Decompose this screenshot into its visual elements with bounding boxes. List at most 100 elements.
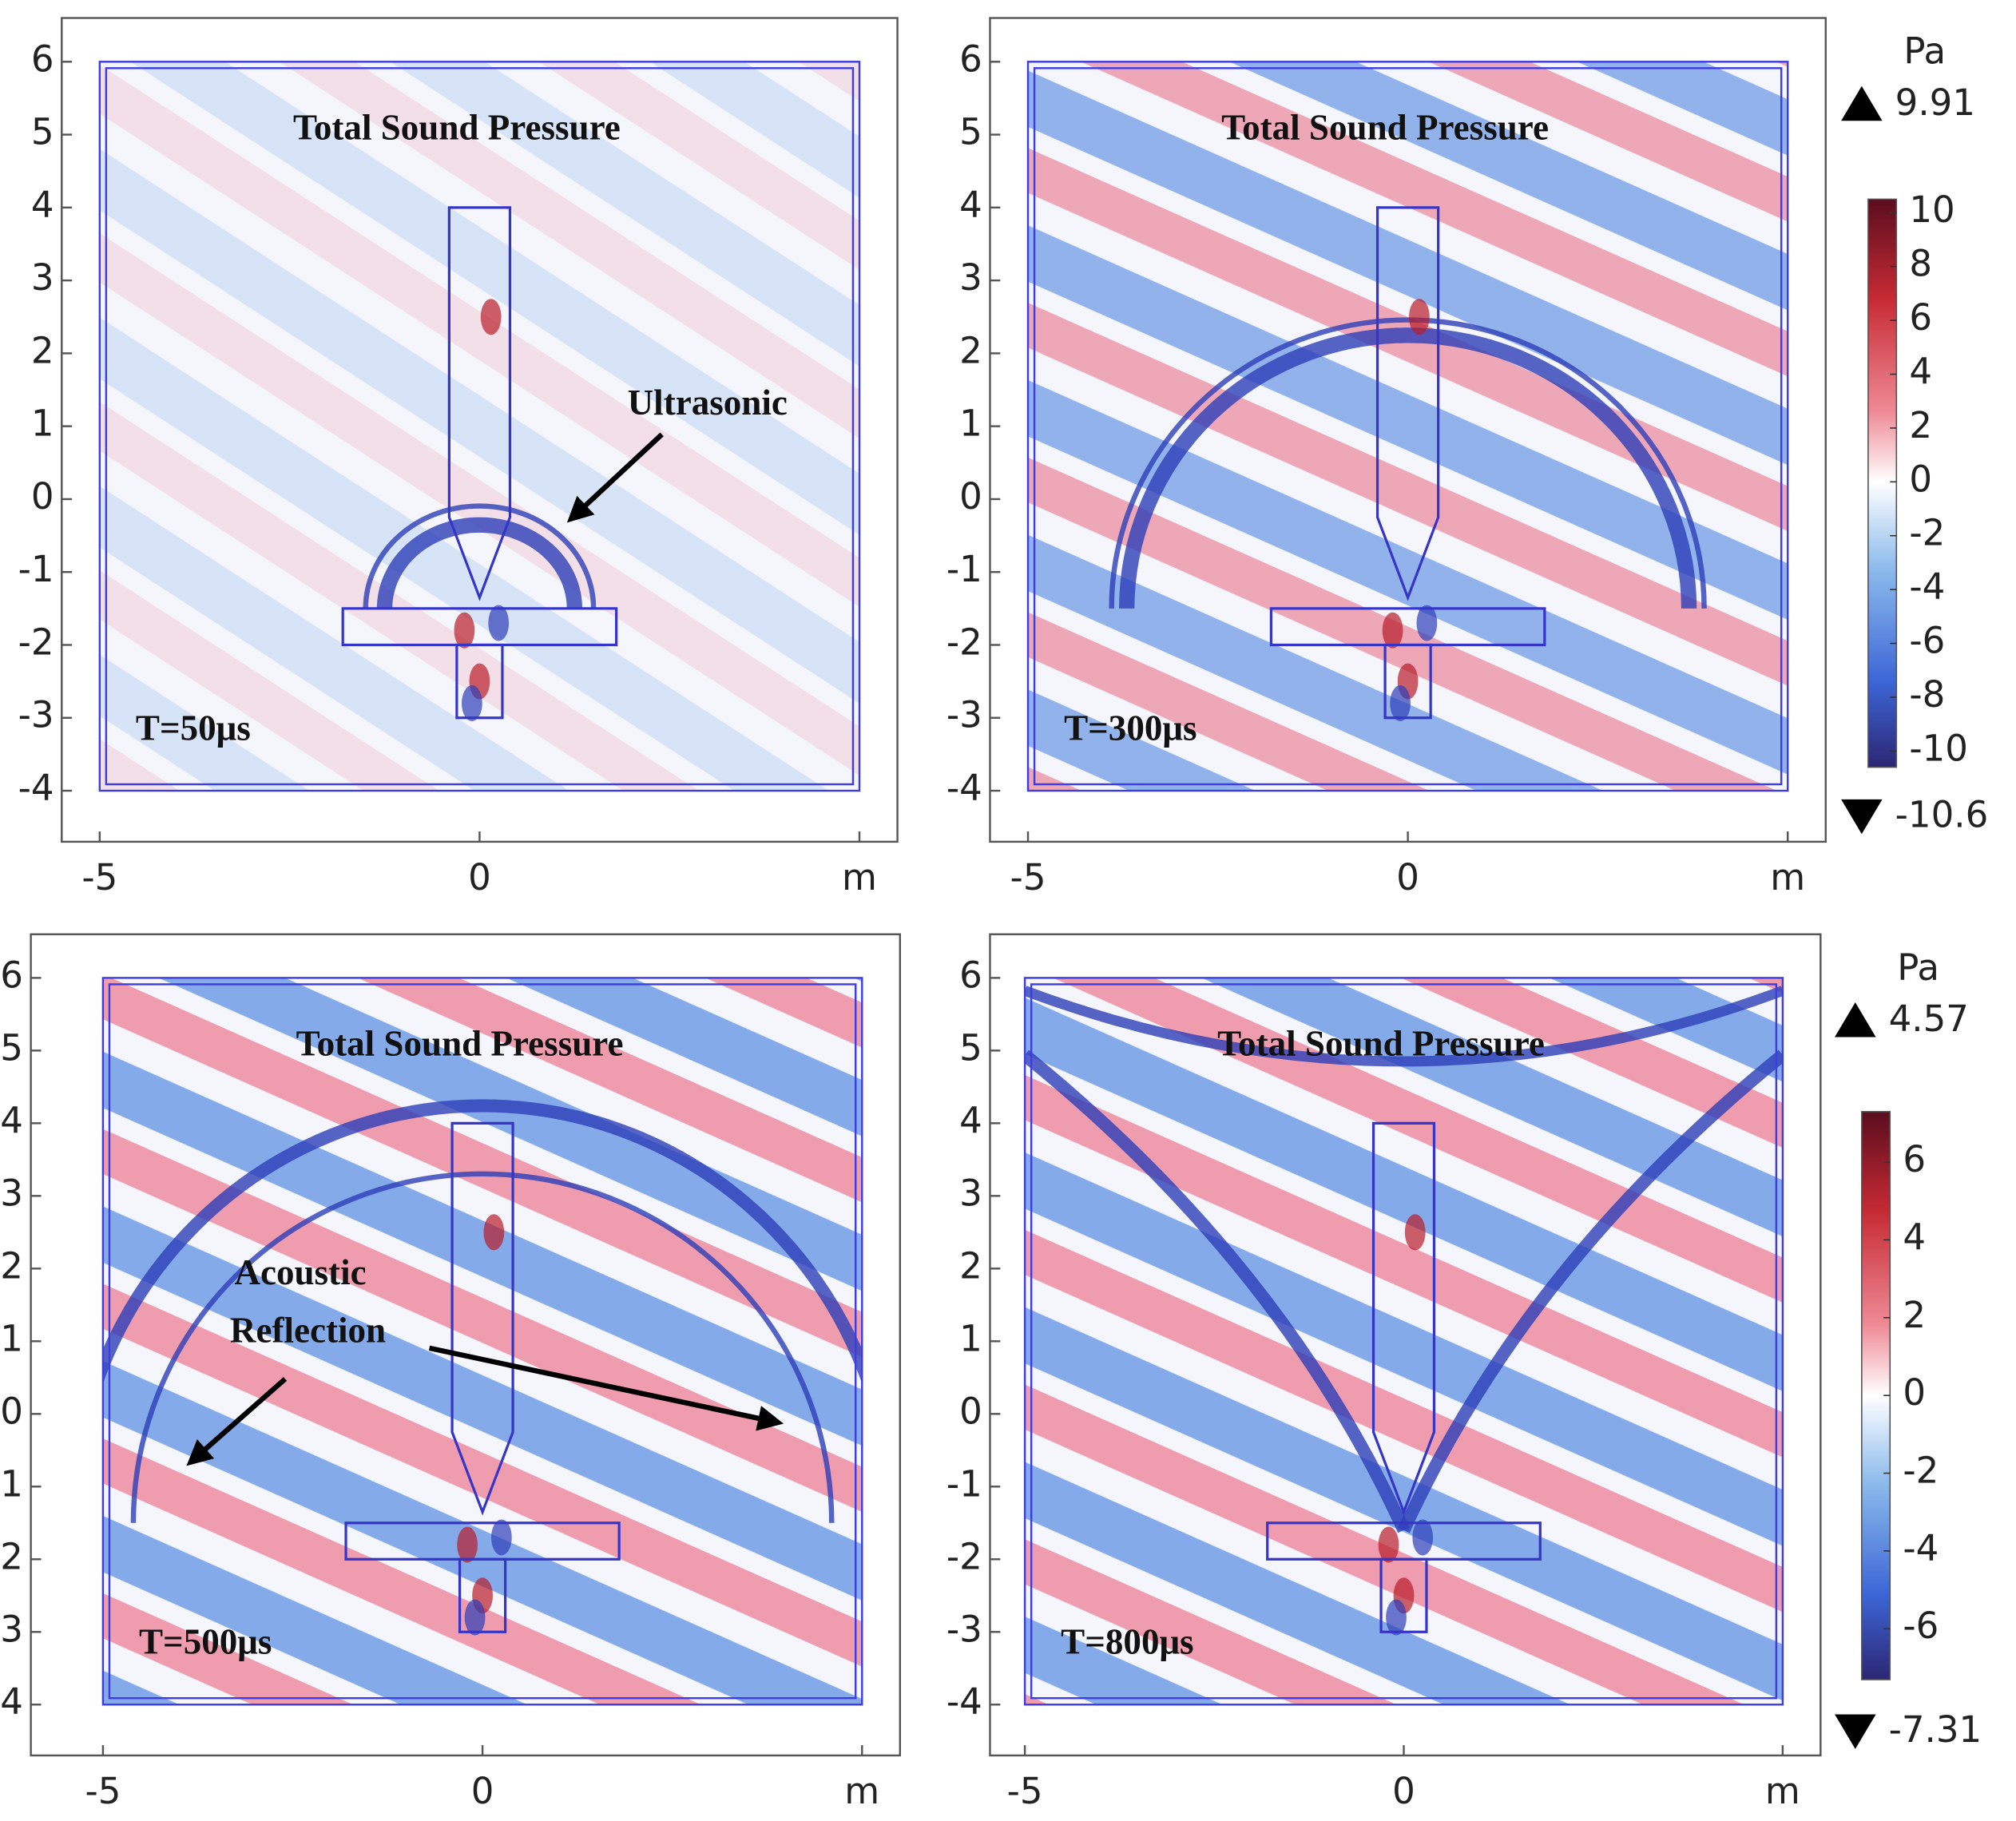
colorbar-tick-label: 2 (1903, 1294, 1926, 1336)
colorbar-max: 9.91 (1895, 81, 1975, 124)
annotation-arrow (566, 432, 664, 523)
colorbar-max: 4.57 (1889, 998, 1969, 1040)
x-tick-label: m (1770, 856, 1805, 899)
annotation-arrow (428, 1345, 784, 1431)
y-tick-label: -1 (946, 548, 982, 590)
pressure-field (102, 978, 863, 1705)
colorbar-tick-label: 10 (1909, 188, 1954, 231)
horn (450, 1121, 514, 1516)
domain-border (1026, 61, 1789, 792)
time-label: T=800μs (1061, 1622, 1193, 1662)
y-tick-label: 5 (0, 1026, 23, 1069)
pressure-field (1025, 978, 1783, 1705)
domain-border (105, 67, 855, 786)
colorbar-tick-label: 8 (1909, 243, 1932, 285)
colorbar-min: -7.31 (1889, 1708, 1982, 1751)
stem (458, 1557, 507, 1633)
colorbar-tick-label: -6 (1903, 1605, 1939, 1647)
y-tick-label: -3 (946, 694, 982, 736)
colorbar-tick-label: 2 (1909, 404, 1932, 446)
axes-frame (989, 933, 1822, 1757)
y-tick-label: 1 (959, 1317, 982, 1359)
y-tick-label: 3 (0, 1172, 23, 1214)
axes-frame (30, 933, 901, 1757)
y-tick-label: -2 (18, 621, 54, 663)
colorbar (1867, 198, 1898, 768)
y-tick-label: 6 (0, 954, 23, 996)
y-tick-label: 2 (0, 1244, 23, 1287)
y-tick-label: -1 (18, 548, 54, 590)
y-tick-label: 6 (31, 38, 54, 80)
y-tick-label: 4 (0, 1099, 23, 1141)
x-tick-label: -5 (81, 856, 117, 899)
y-tick-label: -4 (0, 1680, 23, 1723)
x-tick-label: 0 (1396, 856, 1419, 899)
colorbar-tick-label: -2 (1909, 512, 1945, 554)
colorbar-tick-label: 4 (1903, 1216, 1926, 1258)
max-marker (1841, 85, 1883, 121)
max-marker (1835, 1002, 1876, 1037)
min-marker (1835, 1714, 1876, 1749)
x-tick-label: -5 (85, 1770, 121, 1812)
x-tick-label: m (842, 856, 877, 899)
x-tick-label: -5 (1010, 856, 1046, 899)
colorbar-tick-label: 4 (1909, 350, 1932, 392)
y-tick-label: 4 (31, 184, 54, 226)
y-tick-label: 2 (959, 1244, 982, 1287)
horn (1375, 206, 1440, 601)
y-tick-label: 1 (0, 1317, 23, 1359)
horn (1371, 1121, 1436, 1516)
y-tick-label: -2 (946, 1535, 982, 1577)
y-tick-label: 0 (959, 475, 982, 518)
colorbar-tick-label: -4 (1909, 565, 1945, 608)
x-tick-label: -5 (1007, 1770, 1043, 1812)
annotation: Acoustic (234, 1252, 366, 1292)
y-tick-label: 3 (959, 256, 982, 299)
y-tick-label: -3 (0, 1608, 23, 1650)
stem (1383, 643, 1432, 720)
y-tick-label: 0 (31, 475, 54, 518)
y-tick-label: -1 (0, 1462, 23, 1505)
y-tick-label: 4 (959, 1099, 982, 1141)
panel-title: Total Sound Pressure (1221, 107, 1549, 147)
colorbar-tick-label: -6 (1909, 620, 1945, 662)
stem (455, 643, 504, 720)
y-tick-label: -4 (946, 1680, 982, 1723)
horn (447, 206, 512, 601)
domain-border (1033, 67, 1783, 786)
y-tick-label: 4 (959, 184, 982, 226)
x-tick-label: 0 (468, 856, 491, 899)
annotation: Reflection (230, 1311, 386, 1351)
domain-border (101, 977, 863, 1706)
domain-border (98, 61, 861, 792)
y-tick-label: 5 (959, 1026, 982, 1069)
time-label: T=500μs (139, 1622, 272, 1662)
x-tick-label: 0 (471, 1770, 494, 1812)
x-tick-label: 0 (1392, 1770, 1415, 1812)
domain-border (1023, 977, 1784, 1706)
pressure-field (1028, 61, 1788, 791)
y-tick-label: -4 (946, 767, 982, 809)
y-tick-label: 2 (959, 329, 982, 371)
colorbar-unit: Pa (1897, 946, 1939, 989)
min-marker (1841, 799, 1883, 835)
y-tick-label: -3 (946, 1608, 982, 1650)
stem (1379, 1557, 1428, 1633)
y-tick-label: 3 (959, 1172, 982, 1214)
colorbar-tick-label: 0 (1903, 1371, 1926, 1414)
annotation-arrow (186, 1377, 288, 1466)
y-tick-label: 5 (31, 111, 54, 153)
colorbar-tick-label: -8 (1909, 673, 1945, 716)
colorbar-tick-label: -2 (1903, 1450, 1939, 1492)
y-tick-label: 6 (959, 38, 982, 80)
y-tick-label: 1 (959, 403, 982, 445)
y-tick-label: 6 (959, 954, 982, 996)
time-label: T=50μs (136, 708, 251, 748)
colorbar-tick-label: 6 (1909, 296, 1932, 339)
x-tick-label: m (844, 1770, 879, 1812)
panel-title: Total Sound Pressure (296, 1024, 624, 1064)
colorbar-tick-label: -10 (1909, 727, 1968, 769)
y-tick-label: -2 (0, 1535, 23, 1577)
colorbar-tick-label: 6 (1903, 1138, 1926, 1180)
